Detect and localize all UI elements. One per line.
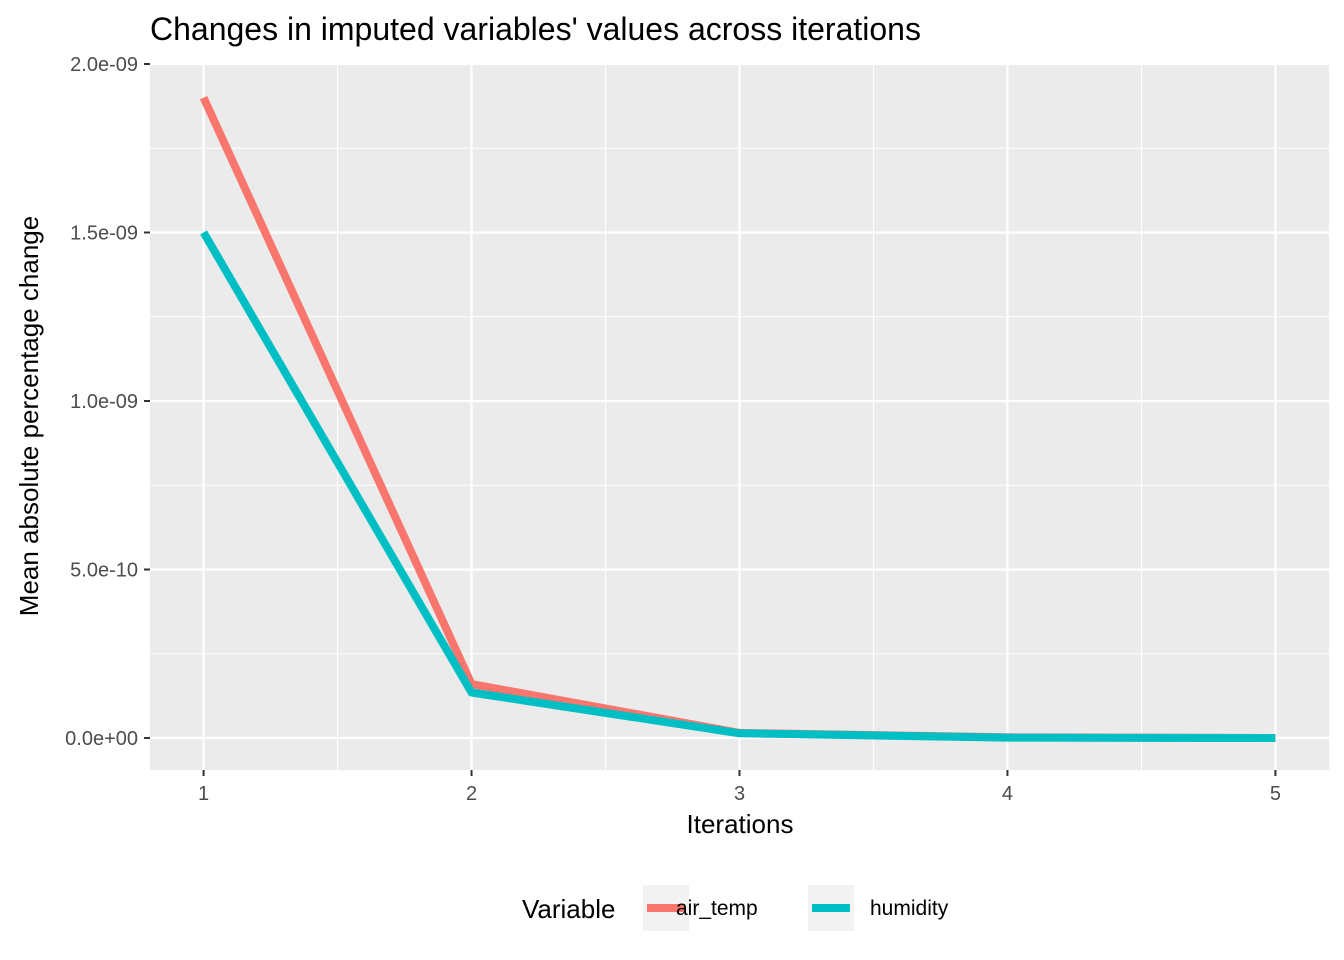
legend-label-air_temp: air_temp: [676, 897, 758, 920]
legend: Variable air_temp humidity: [522, 885, 949, 931]
y-tick-label: 0.0e+00: [65, 728, 138, 750]
x-axis-title: Iterations: [687, 809, 794, 839]
x-tick-label: 5: [1270, 783, 1281, 805]
y-axis-title: Mean absolute percentage change: [14, 216, 44, 616]
x-tick-label: 4: [1002, 783, 1013, 805]
x-tick-label: 2: [466, 783, 477, 805]
legend-title: Variable: [522, 894, 615, 924]
legend-label-humidity: humidity: [870, 897, 949, 920]
series-layer: [199, 96, 1276, 742]
y-tick-label: 5.0e-10: [70, 559, 138, 581]
y-tick-label: 1.5e-09: [70, 222, 138, 244]
y-axis: 0.0e+00 5.0e-10 1.0e-09 1.5e-09 2.0e-09: [65, 54, 150, 750]
chart-title: Changes in imputed variables' values acr…: [150, 11, 921, 47]
x-tick-label: 3: [734, 783, 745, 805]
y-tick-label: 1.0e-09: [70, 391, 138, 413]
x-axis: 1 2 3 4 5: [198, 770, 1281, 805]
series-line-humidity: [200, 230, 1276, 742]
x-tick-label: 1: [198, 783, 209, 805]
y-tick-label: 2.0e-09: [70, 54, 138, 76]
